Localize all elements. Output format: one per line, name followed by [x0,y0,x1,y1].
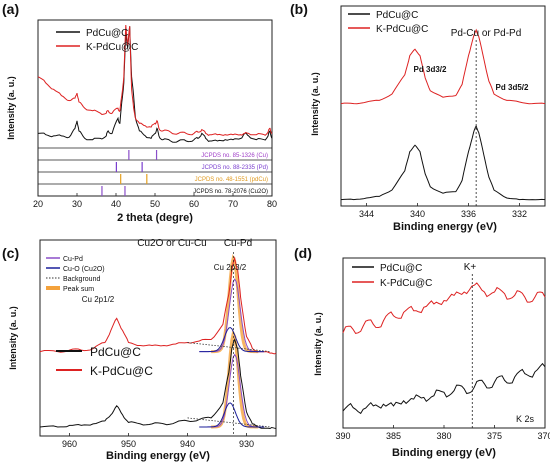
component-curve [199,402,265,428]
panel-c-label: (c) [2,245,19,261]
peak-sum-curve [211,329,259,429]
panel-b-top-annotation: Pd-Cu or Pd-Pd [451,28,522,39]
ref-card-cu: JCPDS no. 85-1326 (Cu) [201,153,268,159]
panel-d-legend-1: PdCu@C [380,263,422,274]
x-tick-label: 30 [72,199,82,209]
background-line [187,342,271,352]
x-tick-label: 960 [62,439,77,449]
series-line-pdcu-c [342,362,546,415]
series-line-k-pdcu-c [39,256,277,355]
x-tick-label: 344 [359,209,374,219]
panel-c-legend-bg: Background [63,276,100,283]
panel-d-frame [342,257,546,429]
component-curve [199,353,265,428]
panel-d-top-annotation: K+ [464,262,477,273]
panel-b-peak-2: Pd 3d5/2 [496,83,529,92]
x-tick-label: 370 [537,431,550,441]
panel-d-legend-2: K-PdCu@C [380,278,432,289]
x-tick-label: 340 [410,209,425,219]
series-line-pdcu-c [37,26,273,143]
x-tick-label: 70 [228,199,238,209]
panel-b-legend-2: K-PdCu@C [376,24,428,35]
panel-b-xlabel: Binding energy (eV) [393,221,497,233]
panel-d-corner-label: K 2s [516,414,535,424]
panel-a-ylabel: Intensity (a. u.) [6,76,16,140]
component-curve [199,326,265,353]
ref-card-cu2o: JCPDS no. 78-2076 (Cu2O) [193,189,268,195]
x-tick-label: 390 [335,431,350,441]
panel-b: (b) Intensity (a. u.) Binding energy (eV… [290,1,546,233]
x-tick-label: 336 [461,209,476,219]
panel-b-peak-1: Pd 3d3/2 [414,65,447,74]
panel-d-label: (d) [294,245,312,261]
panel-a-series [37,24,273,143]
panel-c-peak-1: Cu 2p1/2 [82,295,115,304]
panel-c-frame [39,239,277,437]
x-tick-label: 60 [189,199,199,209]
panel-a-reference-cards: JCPDS no. 85-1326 (Cu) JCPDS no. 88-2335… [38,147,272,196]
panel-d: (d) Intensity (a. u.) Binding energy (eV… [294,245,550,459]
panel-c-legend-2: K-PdCu@C [90,364,153,378]
panel-c-peak-2: Cu 2p3/2 [214,263,247,272]
panel-d-xticks: 390 385 380 375 370 [335,425,550,441]
series-line-k-pdcu-c [37,24,273,137]
panel-a-xticks: 20 30 40 50 60 70 80 [33,193,277,209]
x-tick-label: 20 [33,199,43,209]
panel-d-xlabel: Binding energy (eV) [392,447,496,459]
panel-a-legend-1: PdCu@C [86,28,128,39]
panel-c-legend-peaksum: Peak sum [63,286,94,293]
panel-c-top-annotation-2: Cu-Pd [224,238,252,249]
panel-c-top-annotation-1: Cu2O or Cu-Cu [137,238,206,249]
x-tick-label: 930 [239,439,254,449]
panel-a: (a) Intensity (a. u.) 2 theta (degre) 20… [2,1,277,224]
panel-b-legend-1: PdCu@C [376,10,418,21]
panel-b-label: (b) [290,1,308,17]
x-tick-label: 40 [111,199,121,209]
panel-a-xlabel: 2 theta (degre) [117,212,193,224]
x-tick-label: 375 [487,431,502,441]
x-tick-label: 80 [267,199,277,209]
panel-c-series [39,252,277,436]
panel-c: (c) Intensity (a. u.) Binding energy (eV… [2,238,277,462]
panel-c-xticks: 960 950 940 930 [62,433,254,449]
panel-c-xlabel: Binding energy (eV) [106,450,210,462]
panel-c-legend-cupd: Cu-Pd [63,256,83,263]
ref-card-pd: JCPDS no. 88-2335 (Pd) [202,165,268,171]
panel-a-reference-lines [101,150,158,196]
panel-b-frame [340,5,546,207]
panel-d-ylabel: Intensity (a. u.) [313,312,323,376]
panel-c-legend-1: PdCu@C [90,345,141,359]
series-line-k-pdcu-c [342,282,546,334]
x-tick-label: 950 [121,439,136,449]
x-tick-label: 50 [150,199,160,209]
panel-b-xticks: 344 340 336 332 [359,203,527,219]
ref-card-pdcu: JCPDS no. 48-1551 (pdCu) [195,177,268,183]
panel-c-ylabel: Intensity (a. u.) [8,306,18,370]
series-line-k-pdcu-c [340,28,546,105]
series-line-pdcu-c [340,124,546,201]
background-line [187,417,271,428]
x-tick-label: 385 [386,431,401,441]
panel-b-series [340,28,546,201]
x-tick-label: 380 [436,431,451,441]
panel-a-legend-2: K-PdCu@C [86,42,138,53]
x-tick-label: 940 [180,439,195,449]
panel-a-label: (a) [2,1,19,17]
panel-d-series [342,282,546,415]
x-tick-label: 332 [512,209,527,219]
panel-b-ylabel: Intensity (a. u.) [310,72,320,136]
panel-c-legend-cuo: Cu-O (Cu2O) [63,266,105,273]
series-line-pdcu-c [39,338,277,430]
